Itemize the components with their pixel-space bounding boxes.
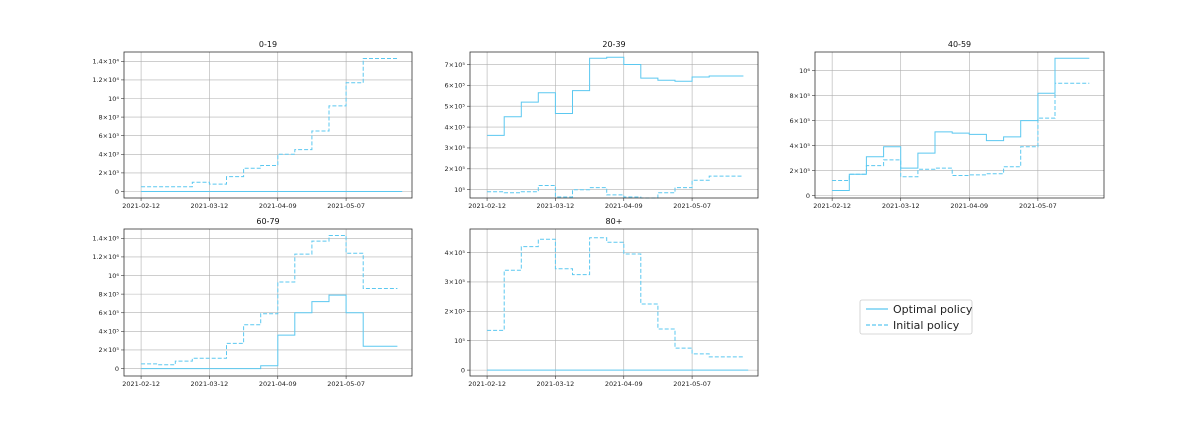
y-tick-label: 10⁵ (454, 337, 465, 345)
series-initial-policy-line (832, 82, 1090, 181)
legend: Optimal policy Initial policy (859, 299, 973, 335)
legend-optimal-label: Optimal policy (893, 303, 973, 316)
x-tick-label: 2021-03-12 (882, 202, 920, 210)
x-tick-label: 2021-04-09 (950, 202, 988, 210)
x-tick-label: 2021-04-09 (259, 202, 297, 210)
y-tick-label: 2×10⁵ (790, 167, 811, 175)
x-tick-label: 2021-05-07 (327, 380, 365, 388)
y-tick-label: 3×10⁵ (445, 144, 466, 152)
plot-frame (469, 51, 759, 199)
series-optimal-policy-line (141, 294, 398, 370)
x-tick-label: 2021-03-12 (191, 380, 229, 388)
y-tick-label: 6×10⁵ (790, 117, 811, 125)
y-tick-label: 7×10⁵ (445, 61, 466, 69)
y-tick-label: 2×10⁵ (445, 165, 466, 173)
x-tick-label: 2021-02-12 (122, 202, 160, 210)
y-tick-label: 1.2×10⁶ (92, 253, 119, 261)
x-tick-label: 2021-03-12 (537, 380, 575, 388)
y-tick-label: 4×10⁵ (445, 123, 466, 131)
y-tick-label: 10⁴ (108, 95, 119, 103)
panel-40-59: 40-59 0 2×10⁵ 4×10⁵ 6×10⁵ 8×10⁵ 10⁶ 2021-02-12 2… (790, 40, 1105, 210)
y-tick-label: 10⁵ (454, 186, 465, 194)
y-tick-label: 10⁶ (799, 67, 810, 75)
y-tick-label: 4×10³ (99, 151, 120, 159)
y-tick-label: 0 (115, 365, 119, 373)
y-tick-label: 2×10⁵ (445, 308, 466, 316)
y-tick-label: 8×10⁵ (99, 290, 120, 298)
y-tick-label: 3×10⁵ (445, 278, 466, 286)
y-tick-label: 1.4×10⁴ (92, 58, 119, 66)
series-initial-policy-line (487, 237, 744, 358)
x-tick-label: 2021-03-12 (537, 202, 575, 210)
y-tick-label: 1.2×10⁴ (92, 76, 119, 84)
x-tick-label: 2021-03-12 (191, 202, 229, 210)
y-tick-label: 0 (461, 366, 465, 374)
y-tick-label: 5×10⁵ (445, 103, 466, 111)
series-initial-policy-line (141, 58, 398, 188)
legend-initial-label: Initial policy (893, 319, 960, 332)
y-tick-label: 2×10⁵ (99, 346, 120, 354)
x-tick-label: 2021-02-12 (468, 380, 506, 388)
panel-0-19: 0-19 0 2×10³ 4×10³ 6×10³ 8×10³ 10⁴ 1.2×10⁴ 1.4×1… (92, 40, 413, 210)
x-tick-label: 2021-04-09 (259, 380, 297, 388)
x-tick-label: 2021-04-09 (605, 202, 643, 210)
panel-title: 40-59 (948, 40, 971, 49)
series-initial-policy-line (141, 235, 398, 366)
panel-title: 20-39 (602, 40, 625, 49)
y-tick-label: 6×10⁵ (445, 82, 466, 90)
y-tick-label: 10⁶ (108, 272, 119, 280)
plot-frame (123, 51, 413, 199)
panel-title: 60-79 (256, 217, 279, 226)
y-tick-label: 2×10³ (99, 169, 120, 177)
y-tick-label: 0 (806, 192, 810, 200)
panel-60-79: 60-79 0 2×10⁵ 4×10⁵ 6×10⁵ 8×10⁵ 10⁶ 1.2×10⁶ 1.4×… (92, 217, 413, 388)
y-tick-label: 8×10³ (99, 113, 120, 121)
y-tick-label: 6×10⁵ (99, 309, 120, 317)
y-tick-label: 4×10⁵ (445, 249, 466, 257)
plot-frame (814, 51, 1105, 199)
x-tick-label: 2021-04-09 (605, 380, 643, 388)
y-tick-label: 6×10³ (99, 132, 120, 140)
x-tick-label: 2021-05-07 (327, 202, 365, 210)
x-tick-label: 2021-02-12 (813, 202, 851, 210)
x-tick-label: 2021-02-12 (468, 202, 506, 210)
x-tick-label: 2021-05-07 (1019, 202, 1057, 210)
y-tick-label: 4×10⁵ (99, 328, 120, 336)
y-tick-label: 0 (115, 188, 119, 196)
plot-frame (469, 228, 759, 377)
panel-title: 0-19 (259, 40, 277, 49)
x-tick-label: 2021-05-07 (673, 202, 711, 210)
y-tick-label: 8×10⁵ (790, 92, 811, 100)
plot-frame (123, 228, 413, 377)
panel-20-39: 20-39 10⁵ 2×10⁵ 3×10⁵ 4×10⁵ 5×10⁵ 6×10⁵ 7×10⁵ 20… (445, 40, 759, 210)
x-tick-label: 2021-02-12 (122, 380, 160, 388)
series-optimal-policy-line (487, 56, 744, 136)
x-tick-label: 2021-05-07 (673, 380, 711, 388)
panel-80+: 80+ 0 10⁵ 2×10⁵ 3×10⁵ 4×10⁵ 2021-02-12 2021-03-… (445, 217, 759, 388)
y-tick-label: 1.4×10⁶ (92, 235, 119, 243)
series-initial-policy-line (487, 175, 744, 199)
y-tick-label: 4×10⁵ (790, 142, 811, 150)
panel-title: 80+ (606, 217, 623, 226)
series-optimal-policy-line (832, 57, 1090, 191)
